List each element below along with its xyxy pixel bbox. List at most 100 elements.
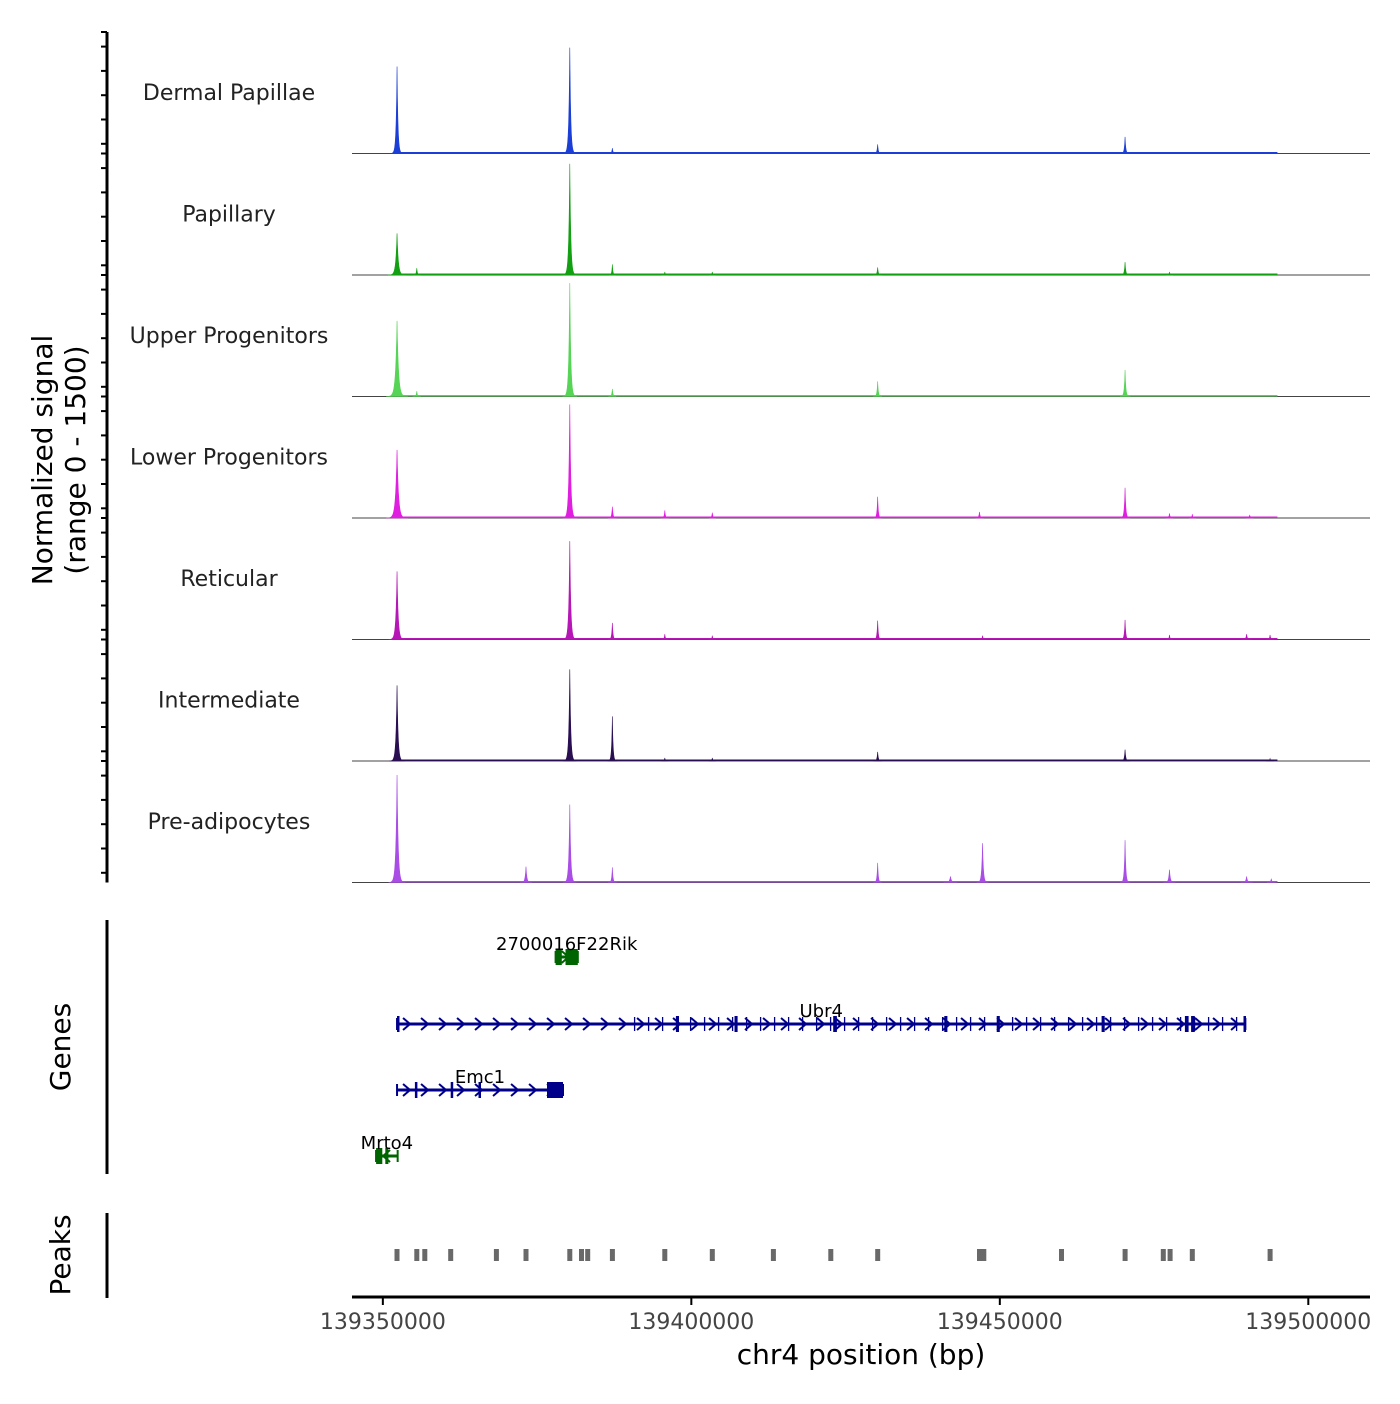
exon-block <box>376 1148 383 1164</box>
strand-arrow <box>1068 1017 1078 1031</box>
coverage-track: Lower Progenitors <box>130 404 1370 519</box>
strand-arrow <box>852 1017 862 1031</box>
gene-model: 2700016F22Rik <box>496 934 638 965</box>
peak-mark <box>1059 1249 1064 1261</box>
gene-name-label: 2700016F22Rik <box>496 934 638 955</box>
coverage-y-label-line1: Normalized signal <box>26 335 59 586</box>
coverage-peak <box>1163 869 1176 883</box>
coverage-peak <box>607 622 617 640</box>
strand-arrow <box>834 1017 844 1031</box>
strand-arrow <box>456 1017 466 1031</box>
peak-mark <box>579 1249 584 1261</box>
track-label: Reticular <box>180 567 278 592</box>
strand-arrow <box>708 1017 718 1031</box>
exon-block <box>1101 1016 1105 1032</box>
coverage-peak <box>976 843 989 883</box>
coverage-peak <box>562 282 578 397</box>
peak-mark <box>828 1249 834 1261</box>
coverage-peak <box>873 620 883 640</box>
peak-mark <box>394 1249 400 1261</box>
gene-model: Mrto4 <box>361 1133 413 1164</box>
strand-arrow <box>474 1083 484 1097</box>
strand-arrow <box>456 1083 466 1097</box>
strand-arrow <box>1212 1017 1222 1031</box>
x-axis-ticks: 139350000 139400000 139450000 139500000 <box>320 1297 1371 1335</box>
peak-mark <box>709 1249 715 1261</box>
coverage-peak <box>386 449 408 519</box>
coverage-peak <box>562 541 578 640</box>
exon-block <box>833 1016 837 1032</box>
coverage-peak <box>1120 136 1130 154</box>
strand-arrow <box>438 1017 448 1031</box>
exon-block <box>996 1016 1000 1032</box>
peak-mark <box>1167 1249 1173 1261</box>
coverage-peak <box>562 163 578 276</box>
strand-arrow <box>546 1017 556 1031</box>
peak-mark <box>493 1249 499 1261</box>
strand-arrow <box>1230 1017 1240 1031</box>
strand-arrow <box>870 1017 880 1031</box>
track-label: Upper Progenitors <box>130 324 329 349</box>
strand-arrow <box>978 1017 988 1031</box>
coverage-peak <box>1119 487 1131 519</box>
strand-arrow <box>672 1017 682 1031</box>
exon-block <box>555 949 562 965</box>
strand-arrow <box>1086 1017 1096 1031</box>
coverage-peak <box>1119 370 1131 397</box>
exon-block <box>675 1016 679 1032</box>
x-tick-label: 139400000 <box>628 1310 754 1335</box>
coverage-peak <box>389 685 405 762</box>
strand-arrow <box>1122 1017 1132 1031</box>
coverage-peak <box>562 669 577 762</box>
coverage-peak <box>387 233 407 276</box>
exon-block <box>414 1082 418 1098</box>
strand-arrow <box>528 1083 538 1097</box>
strand-arrow <box>438 1083 448 1097</box>
gene-name-label: Ubr4 <box>799 1001 842 1022</box>
exon-block <box>478 1082 481 1098</box>
peak-mark <box>1122 1249 1128 1261</box>
peak-mark <box>1160 1249 1166 1261</box>
coverage-peak <box>873 862 883 883</box>
gene-annotations: 2700016F22Rik Ubr4 Emc1 Mrto4 <box>361 934 1247 1164</box>
strand-arrow <box>1050 1017 1060 1031</box>
coverage-tracks: Dermal Papillae Papillary Upper Progenitor… <box>130 47 1370 883</box>
peak-mark <box>414 1249 420 1261</box>
exon-block <box>1191 1016 1195 1032</box>
gene-model: Emc1 <box>396 1067 565 1098</box>
strand-arrow <box>798 1017 808 1031</box>
coverage-track: Dermal Papillae <box>143 47 1370 154</box>
strand-arrow <box>510 1017 520 1031</box>
strand-arrow <box>1014 1017 1024 1031</box>
coverage-track: Papillary <box>182 163 1370 276</box>
peak-mark <box>977 1249 982 1261</box>
coverage-peak <box>608 264 616 276</box>
x-tick-label: 139350000 <box>320 1310 446 1335</box>
peak-mark <box>448 1249 454 1261</box>
strand-arrow <box>600 1017 610 1031</box>
x-tick-label: 139450000 <box>937 1310 1063 1335</box>
x-tick-label: 139500000 <box>1245 1310 1371 1335</box>
coverage-peak <box>562 47 577 154</box>
strand-arrow <box>960 1017 970 1031</box>
peak-mark <box>585 1249 591 1261</box>
peak-mark <box>662 1249 668 1261</box>
strand-arrow <box>1176 1017 1186 1031</box>
peak-markers <box>394 1249 1273 1261</box>
coverage-peak <box>388 775 406 883</box>
coverage-peak <box>1120 262 1130 276</box>
strand-arrow <box>420 1083 430 1097</box>
coverage-track: Intermediate <box>158 669 1370 762</box>
strand-arrow <box>582 1017 592 1031</box>
coverage-peak <box>386 320 408 397</box>
track-label: Lower Progenitors <box>130 446 328 471</box>
coverage-peak <box>607 506 617 519</box>
exon-block <box>1243 1016 1246 1032</box>
strand-arrow <box>1194 1017 1204 1031</box>
strand-arrow <box>474 1017 484 1031</box>
exon-block <box>1184 1016 1189 1032</box>
exon-block <box>565 949 578 965</box>
strand-arrow <box>618 1017 628 1031</box>
strand-arrow <box>636 1017 646 1031</box>
